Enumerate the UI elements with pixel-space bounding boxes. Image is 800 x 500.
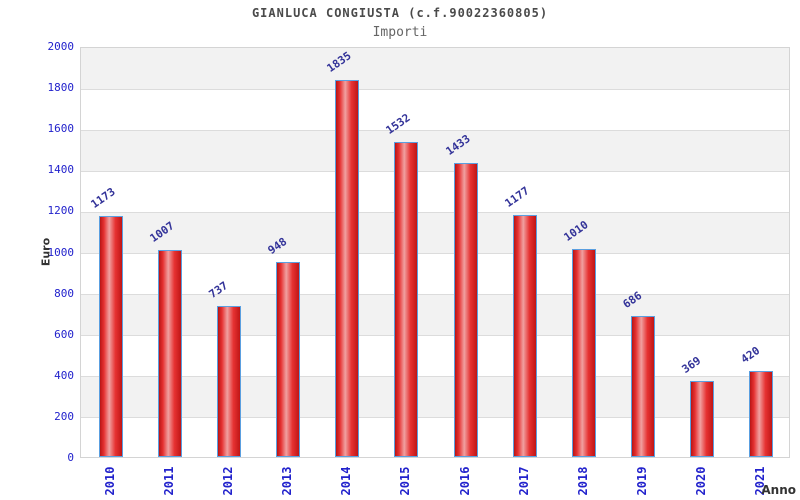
- plot-area: 1173 1007 737 948 1835 1532 1433 1177 1010 686 369…: [80, 47, 790, 458]
- bar-value-label: 1177: [502, 184, 532, 210]
- bar-value-label: 686: [620, 288, 645, 311]
- x-tick-label: 2015: [398, 466, 413, 496]
- gridline: [81, 335, 789, 337]
- bar-value-label: 1010: [561, 218, 591, 244]
- bar-2014: [335, 80, 359, 457]
- y-tick-label: 1400: [47, 163, 75, 177]
- y-tick-label: 400: [54, 368, 74, 382]
- x-tick-label: 2020: [694, 466, 709, 496]
- y-tick-label: 2000: [47, 40, 75, 53]
- bar-2011: [158, 250, 182, 457]
- x-tick-label: 2016: [457, 466, 472, 496]
- y-tick-label: 600: [54, 327, 74, 341]
- bar-value-label: 1835: [324, 49, 354, 75]
- bar-2020: [690, 381, 714, 457]
- bar-2021: [749, 371, 773, 457]
- x-tick-label: 2013: [280, 466, 295, 496]
- y-tick-label: 1800: [47, 81, 75, 95]
- bar-2017: [513, 215, 537, 457]
- bar-value-label: 1433: [443, 132, 473, 158]
- gridline: [81, 417, 789, 419]
- y-tick-label: 1200: [47, 204, 75, 218]
- x-tick-label: 2012: [220, 466, 235, 496]
- bar-value-label: 1173: [88, 185, 118, 211]
- gridline: [81, 211, 789, 213]
- gridline: [81, 294, 789, 296]
- x-tick-label: 2018: [575, 466, 590, 496]
- y-tick-label: 200: [54, 409, 74, 423]
- chart-subtitle: Importi: [372, 25, 428, 40]
- x-axis-title: Anno: [761, 483, 796, 497]
- bar-2016: [454, 163, 478, 457]
- y-tick-label: 1600: [47, 122, 75, 136]
- x-tick-label: 2010: [102, 466, 117, 496]
- gridline: [81, 129, 789, 131]
- x-tick-label: 2014: [339, 466, 354, 496]
- gridline: [81, 376, 789, 378]
- bar-value-label: 737: [206, 278, 231, 301]
- bar-2012: [217, 306, 241, 457]
- bar-value-label: 420: [738, 343, 763, 366]
- y-tick-label: 1000: [47, 245, 75, 259]
- y-axis-title: Euro: [39, 237, 53, 267]
- bar-value-label: 1007: [147, 219, 177, 245]
- x-tick-label: 2017: [516, 466, 531, 496]
- gridline: [81, 253, 789, 254]
- chart-title: GIANLUCA CONGIUSTA (c.f.90022360805): [251, 6, 549, 20]
- y-tick-label: 0: [67, 451, 74, 464]
- y-tick-label: 800: [54, 286, 74, 300]
- bar-2010: [99, 216, 123, 457]
- gridline: [81, 88, 789, 90]
- bar-2013: [276, 262, 300, 457]
- gridline: [81, 170, 789, 172]
- bar-2018: [572, 249, 596, 457]
- bar-value-label: 1532: [383, 111, 413, 137]
- bar-2019: [631, 316, 655, 457]
- bar-2015: [394, 142, 418, 457]
- x-tick-label: 2011: [161, 466, 176, 496]
- bar-value-label: 369: [679, 353, 704, 376]
- x-tick-label: 2019: [635, 466, 650, 496]
